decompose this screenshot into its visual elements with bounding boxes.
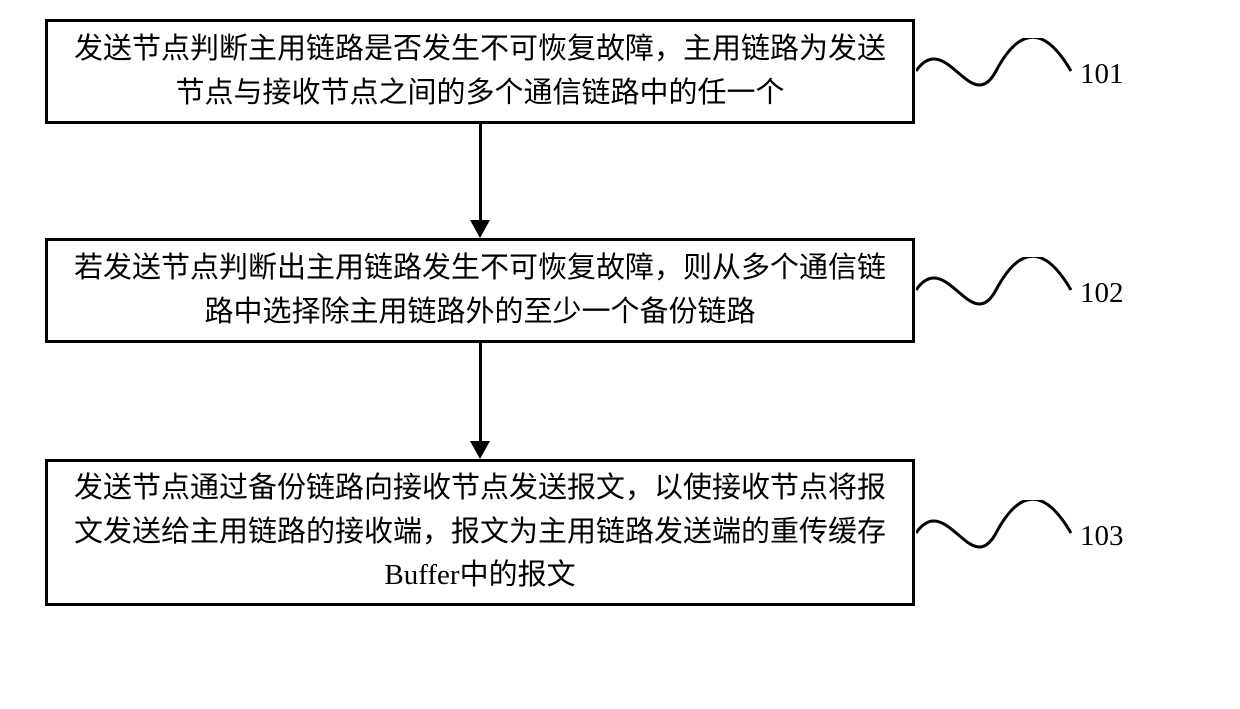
flow-box-3: 发送节点通过备份链路向接收节点发送报文，以使接收节点将报文发送给主用链路的接收端… bbox=[45, 459, 915, 606]
arrow-2 bbox=[478, 343, 482, 459]
arrow-1 bbox=[478, 124, 482, 238]
step-label-2: 102 bbox=[1080, 277, 1124, 310]
flow-box-1-text: 发送节点判断主用链路是否发生不可恢复故障，主用链路为发送节点与接收节点之间的多个… bbox=[68, 28, 892, 115]
flow-box-2-text: 若发送节点判断出主用链路发生不可恢复故障，则从多个通信链路中选择除主用链路外的至… bbox=[68, 247, 892, 334]
connector-1 bbox=[916, 38, 1076, 108]
step-label-3: 103 bbox=[1080, 520, 1124, 553]
flow-box-1: 发送节点判断主用链路是否发生不可恢复故障，主用链路为发送节点与接收节点之间的多个… bbox=[45, 19, 915, 124]
flow-box-3-text: 发送节点通过备份链路向接收节点发送报文，以使接收节点将报文发送给主用链路的接收端… bbox=[68, 467, 892, 598]
flow-box-2: 若发送节点判断出主用链路发生不可恢复故障，则从多个通信链路中选择除主用链路外的至… bbox=[45, 238, 915, 343]
step-label-1: 101 bbox=[1080, 58, 1124, 91]
connector-3 bbox=[916, 500, 1076, 570]
connector-2 bbox=[916, 257, 1076, 327]
